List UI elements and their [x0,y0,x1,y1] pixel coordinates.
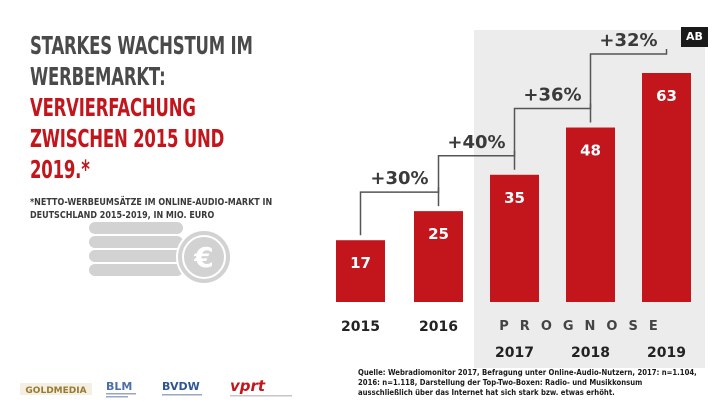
bar [336,240,385,302]
category-label: 2018 [571,345,610,361]
bar-value-label: 63 [656,87,677,105]
bar-value-label: 25 [428,225,449,243]
bar-value-label: 48 [580,142,601,160]
svg-text:€: € [193,241,213,274]
euro-coins-icon: € [84,215,234,290]
forecast-label: PROGNOSE [499,319,668,334]
subtitle: *NETTO-WERBEUMSÄTZE IM ONLINE-AUDIO-MARK… [30,196,273,222]
blm-logo-text: BLM [106,380,132,393]
subtitle-line-2: DEUTSCHLAND 2015-2019, IN MIO. EURO [30,210,215,221]
vprt-logo-text: vprt [230,377,266,395]
category-label: 2015 [341,319,380,335]
category-label: 2017 [495,345,534,361]
bar-value-label: 17 [350,254,371,272]
bar [414,211,463,302]
goldmedia-logo-text: GOLDMEDIA [25,386,86,396]
blm-logo: BLM [104,378,150,405]
title-block: STARKES WACHSTUM IM WERBEMARKT: VERVIERF… [30,30,310,185]
bvdw-logo-text: BVDW [162,380,200,393]
source-note: Quelle: Webradiomonitor 2017, Befragung … [358,368,697,397]
bar [490,174,539,302]
growth-label: +40% [447,132,505,153]
title-line-5: 2019.* [30,155,90,184]
title-line-2: WERBEMARKT: [30,62,166,91]
category-label: 2019 [647,345,686,361]
subtitle-line-1: *NETTO-WERBEUMSÄTZE IM ONLINE-AUDIO-MARK… [30,197,273,208]
bar [566,127,615,303]
bar [642,73,691,302]
growth-label: +30% [370,168,428,189]
bar-value-label: 35 [504,189,525,207]
title-line-3: VERVIERFACHUNG [30,93,196,122]
title-line-4: ZWISCHEN 2015 UND [30,124,225,153]
growth-connector [589,49,668,123]
growth-label: +32% [599,30,657,51]
category-label: 2016 [419,319,458,335]
vprt-logo: vprt [228,376,298,405]
bvdw-logo: BVDW [160,377,210,406]
badge: AB [681,27,708,47]
goldmedia-logo: GOLDMEDIA [20,382,92,401]
partner-logos: GOLDMEDIA BLM BVDW vprt [20,375,330,401]
growth-label: +36% [523,85,581,106]
